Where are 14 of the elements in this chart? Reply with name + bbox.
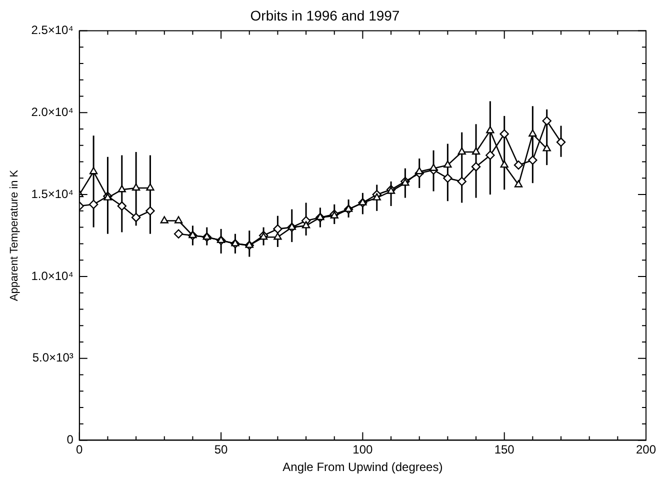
x-axis-title: Angle From Upwind (degrees): [282, 460, 443, 474]
y-tick-label: 0: [66, 432, 74, 447]
y-tick-label: 2.5×10⁴: [31, 23, 74, 38]
y-tick-label: 5.0×10³: [32, 350, 74, 365]
y-tick-label: 1.5×10⁴: [31, 186, 74, 201]
y-tick-label: 2.0×10⁴: [31, 104, 74, 119]
x-tick-label: 50: [214, 442, 228, 457]
x-tick-label: 150: [494, 442, 515, 457]
y-tick-label: 1.0×10⁴: [31, 268, 74, 283]
x-tick-label: 200: [636, 442, 656, 457]
x-tick-label: 0: [76, 442, 84, 457]
y-axis-title: Apparent Temperature in K: [8, 169, 21, 302]
chart-title: Orbits in 1996 and 1997: [250, 7, 400, 24]
x-tick-label: 100: [352, 442, 374, 457]
